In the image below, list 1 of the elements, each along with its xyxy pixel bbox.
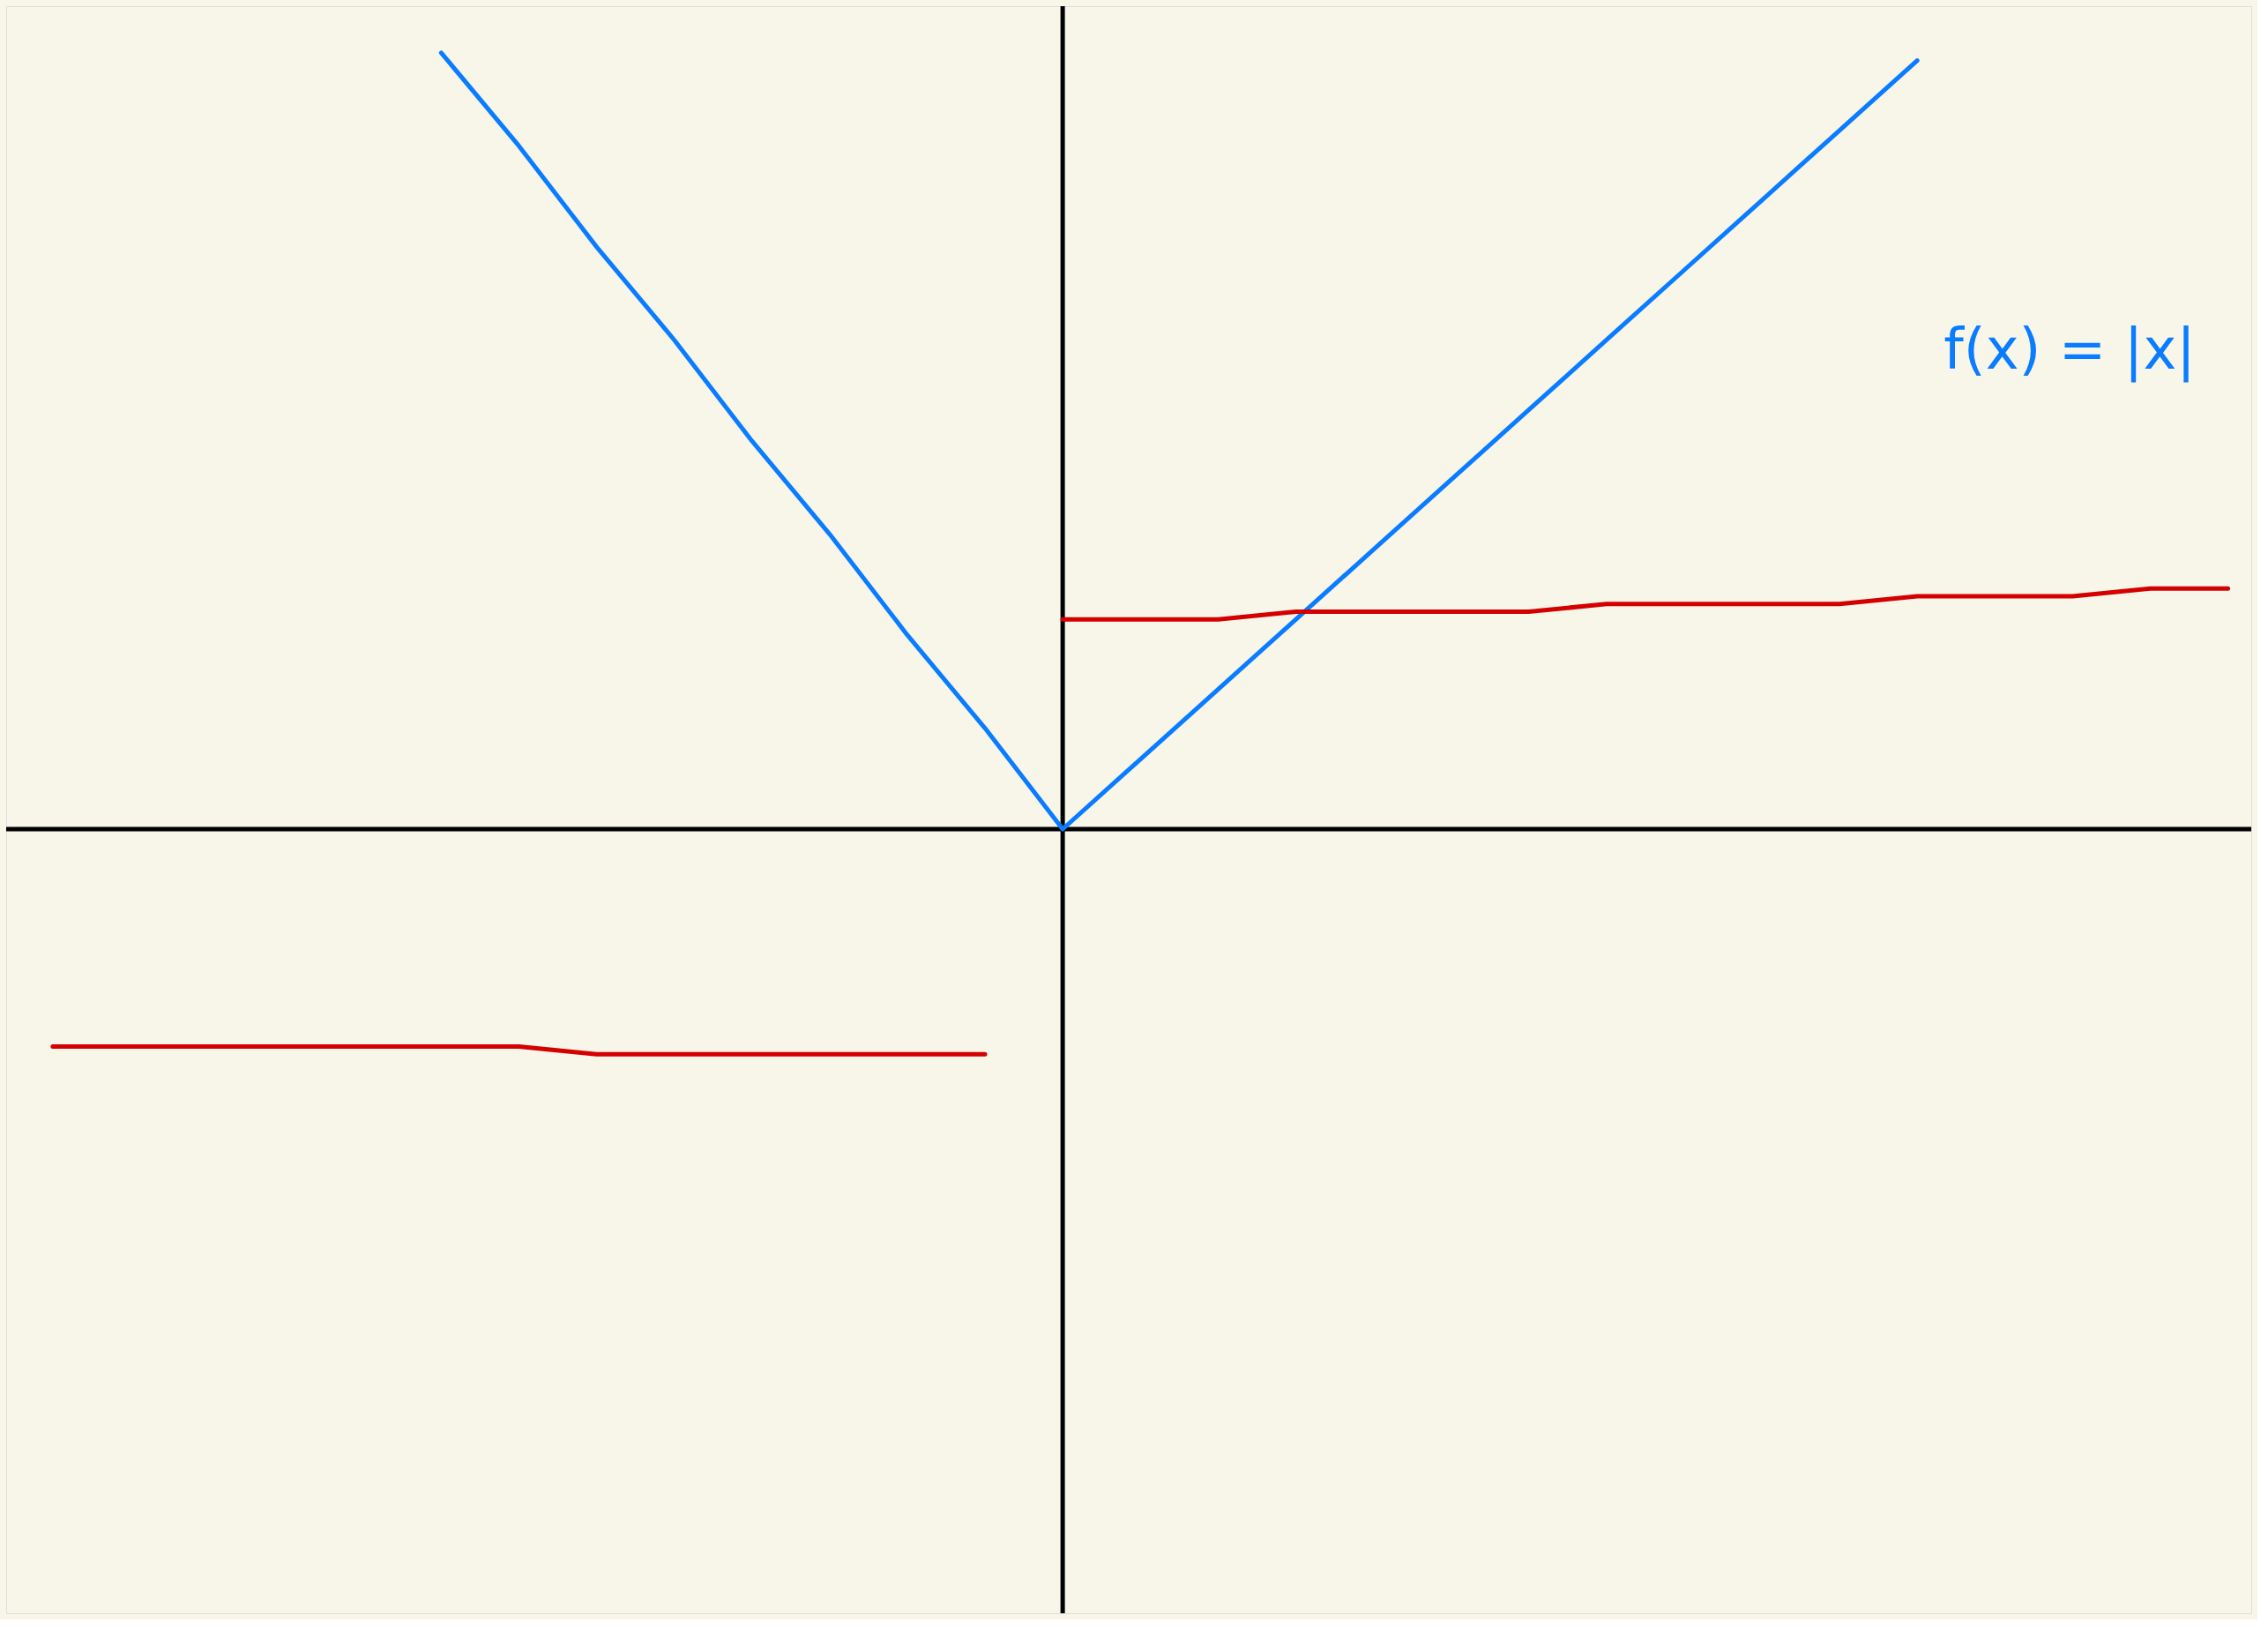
text: f(x) = |x| xyxy=(1943,316,2196,383)
